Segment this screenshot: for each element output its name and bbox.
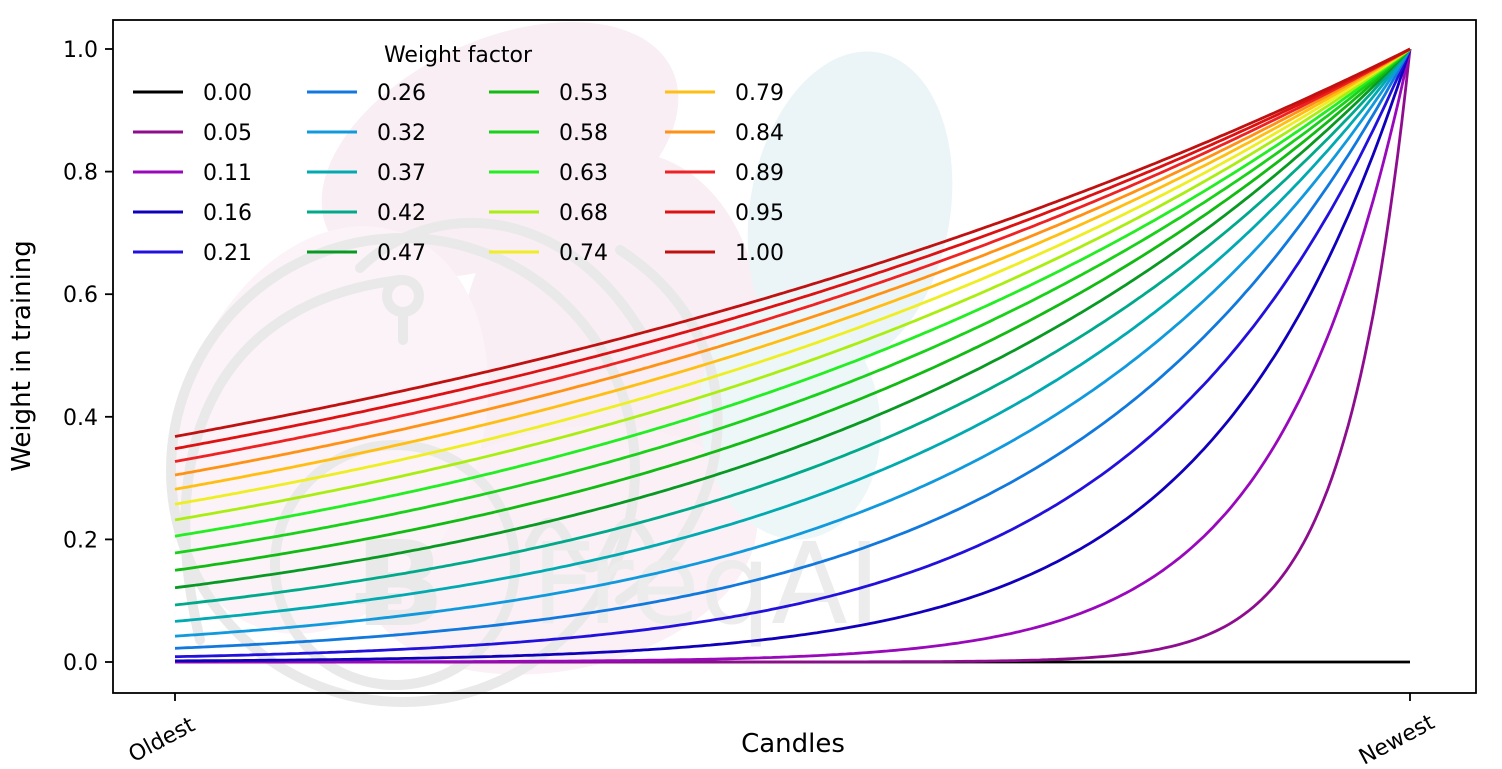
y-tick-label: 0.8: [63, 161, 98, 186]
legend-label-1.00: 1.00: [735, 241, 784, 266]
curve-factor-0.53: [174, 47, 1411, 572]
legend-label-0.26: 0.26: [377, 81, 426, 106]
watermark-logo-wave: [525, 517, 655, 573]
curve-factor-0.32: [174, 48, 1412, 638]
legend-label-0.11: 0.11: [203, 161, 252, 186]
curve-factor-0.42: [174, 48, 1412, 607]
legend-label-0.47: 0.47: [377, 241, 426, 266]
legend: Weight factor 0.000.050.110.160.210.260.…: [133, 43, 784, 266]
y-tick-label: 0.4: [63, 406, 98, 431]
legend-label-0.42: 0.42: [377, 201, 426, 226]
legend-title: Weight factor: [384, 43, 533, 68]
y-tick-label: 0.0: [63, 651, 98, 676]
y-tick-label: 1.0: [63, 38, 98, 63]
y-tick-label: 0.6: [63, 283, 98, 308]
legend-label-0.68: 0.68: [559, 201, 608, 226]
curve-factor-0.26: [174, 48, 1412, 650]
curve-factor-0.11: [175, 48, 1412, 664]
x-tick-label-oldest: Oldest: [125, 712, 200, 768]
curve-factor-0.37: [174, 48, 1412, 623]
legend-label-0.58: 0.58: [559, 121, 608, 146]
x-axis-label: Candles: [741, 729, 845, 759]
legend-label-0.21: 0.21: [203, 241, 252, 266]
curve-factor-0.21: [174, 48, 1412, 659]
y-axis-label: Weight in training: [7, 240, 37, 472]
legend-label-0.05: 0.05: [203, 121, 252, 146]
curve-factor-0.84: [174, 47, 1411, 477]
watermark-logo-wing-arc: [180, 275, 405, 645]
y-axis-ticks: 0.0 0.2 0.4 0.6 0.8 1.0: [63, 38, 113, 676]
curve-factor-0.74: [174, 47, 1411, 506]
watermark-logo-wing-arc: [355, 218, 645, 335]
curve-lines: [174, 47, 1412, 664]
legend-entries: 0.00 0.05 0.11 0.16 0.21 0.26 0.32 0.37 0.42 0.47…: [133, 81, 784, 266]
legend-label-0.79: 0.79: [735, 81, 784, 106]
plot-border: [112, 19, 1477, 694]
freqai-watermark: Ƀ FreqAI: [166, 21, 953, 707]
curve-factor-1.00: [174, 47, 1411, 438]
watermark-brand-text: FreqAI: [531, 520, 881, 650]
curve-factor-0.68: [174, 47, 1411, 522]
legend-label-0.37: 0.37: [377, 161, 426, 186]
curve-factor-0.89: [174, 47, 1411, 463]
legend-label-0.16: 0.16: [203, 201, 252, 226]
curve-factor-0.79: [174, 47, 1411, 491]
x-tick-label-newest: Newest: [1355, 710, 1439, 769]
legend-label-0.74: 0.74: [559, 241, 608, 266]
legend-label-0.00: 0.00: [203, 81, 252, 106]
legend-label-0.95: 0.95: [735, 201, 784, 226]
y-tick-label: 0.2: [63, 528, 98, 553]
legend-label-0.32: 0.32: [377, 121, 426, 146]
legend-label-0.89: 0.89: [735, 161, 784, 186]
curve-factor-0.58: [174, 47, 1411, 555]
legend-label-0.84: 0.84: [735, 121, 784, 146]
legend-label-0.53: 0.53: [559, 81, 608, 106]
curve-factor-0.47: [174, 48, 1412, 590]
curve-factor-0.63: [174, 47, 1411, 538]
watermark-cyan-petal: [699, 300, 881, 540]
curve-factor-0.95: [174, 47, 1411, 451]
legend-label-0.63: 0.63: [559, 161, 608, 186]
curve-factor-0.16: [175, 48, 1412, 663]
